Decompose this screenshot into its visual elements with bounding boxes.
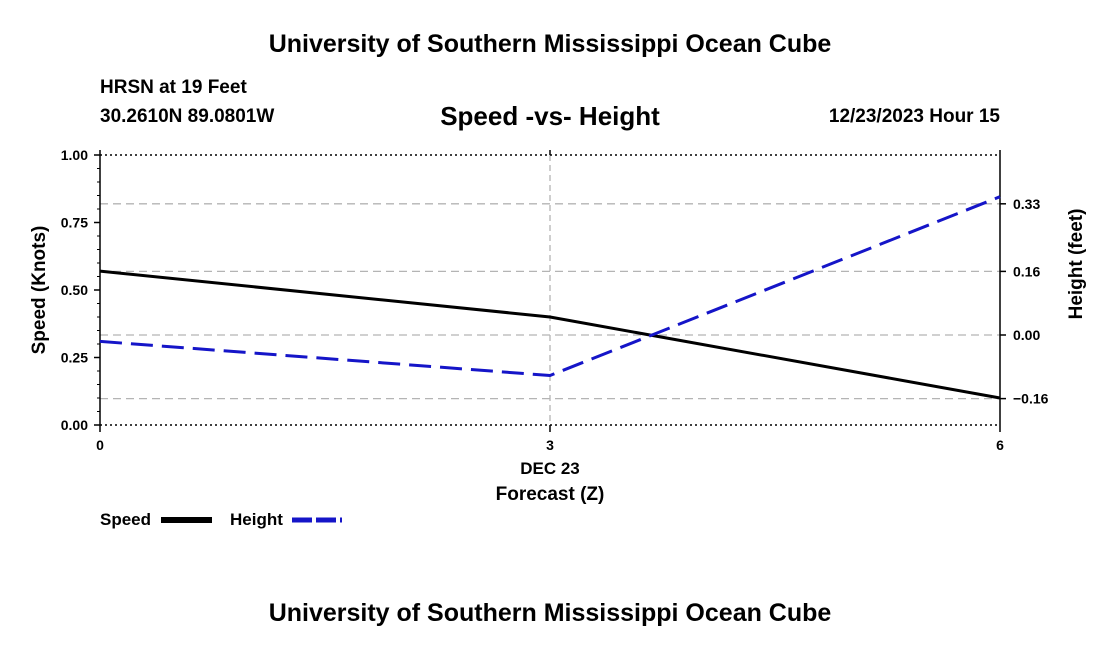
- x-tick-label: 6: [996, 437, 1004, 453]
- y-right-tick-label: 0.33: [1013, 196, 1040, 212]
- y-right-tick-label: 0.16: [1013, 263, 1040, 279]
- series-line-height: [99, 195, 1001, 377]
- x-axis-label: Forecast (Z): [496, 484, 605, 505]
- legend-speed-label: Speed: [100, 510, 151, 529]
- footer-title: University of Southern Mississippi Ocean…: [268, 599, 832, 627]
- y-right-axis-label: Height (feet): [1066, 209, 1087, 320]
- y-left-axis-label: Speed (Knots): [29, 226, 50, 355]
- station-label: HRSN at 19 Feet: [100, 77, 247, 98]
- x-date-label: DEC 23: [520, 459, 580, 478]
- y-left-tick-label: 0.75: [61, 215, 88, 231]
- plot-title: Speed -vs- Height: [440, 101, 660, 131]
- y-left-tick-label: 0.25: [61, 350, 88, 366]
- y-right-tick-label: −0.16: [1013, 391, 1049, 407]
- main-title: University of Southern Mississippi Ocean…: [268, 30, 832, 58]
- y-right-tick-label: 0.00: [1013, 327, 1040, 343]
- y-left-tick-label: 0.50: [61, 282, 88, 298]
- y-left-tick-label: 0.00: [61, 417, 88, 433]
- valid-time: 12/23/2023 Hour 15: [828, 106, 1000, 127]
- x-tick-label: 3: [546, 437, 554, 453]
- series-line-speed: [99, 269, 1001, 400]
- station-coordinates: 30.2610N 89.0801W: [100, 106, 275, 127]
- x-tick-label: 0: [96, 437, 104, 453]
- y-left-tick-label: 1.00: [61, 147, 88, 163]
- legend-height-label: Height: [230, 510, 283, 529]
